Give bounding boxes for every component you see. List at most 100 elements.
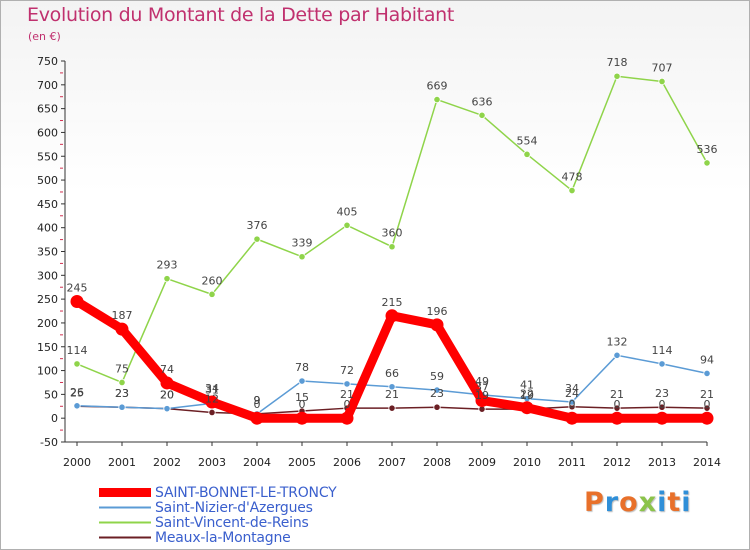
data-point [703, 404, 711, 412]
x-tick-label: 2002 [153, 456, 181, 469]
y-tick-label: 450 [37, 198, 58, 211]
x-tick-label: 2010 [513, 456, 541, 469]
data-point [703, 369, 711, 378]
data-point [208, 408, 216, 417]
data-label: 19 [475, 389, 489, 402]
logo-letter: r [604, 487, 620, 518]
data-label: 405 [337, 205, 358, 218]
data-point [70, 295, 84, 309]
data-label: 114 [652, 344, 673, 357]
data-point [523, 150, 531, 158]
data-label: 74 [160, 363, 174, 376]
y-tick-label: 200 [37, 317, 58, 330]
y-tick-label: 550 [37, 150, 58, 163]
data-point [568, 186, 576, 195]
data-point [520, 401, 534, 415]
legend-item-saint-bonnet: SAINT-BONNET-LE-TRONCY [99, 484, 337, 501]
x-tick-label: 2006 [333, 456, 361, 469]
data-label: 21 [385, 388, 399, 401]
data-label: 360 [382, 227, 403, 240]
data-point [163, 405, 171, 413]
legend-swatch [99, 536, 151, 539]
logo-letter: o [619, 487, 639, 518]
data-label: 23 [430, 387, 444, 400]
data-label: 187 [112, 309, 133, 322]
data-label: 0 [254, 398, 261, 411]
data-label: 536 [697, 143, 718, 156]
data-point [343, 221, 351, 229]
data-point [613, 72, 621, 80]
data-point [388, 404, 396, 412]
data-point [118, 378, 126, 387]
data-label: 94 [700, 353, 714, 366]
data-point [613, 404, 621, 412]
data-point [340, 411, 354, 425]
data-label: 9 [254, 394, 261, 407]
x-tick-label: 2005 [288, 456, 316, 469]
data-label: 72 [340, 364, 354, 377]
data-label: 37 [475, 381, 489, 394]
y-tick-label: 100 [37, 365, 58, 378]
y-tick-label: 50 [44, 388, 58, 401]
data-point [118, 403, 126, 411]
legend-swatch [99, 488, 151, 497]
data-point [295, 411, 309, 425]
logo-letter: i [681, 487, 692, 518]
data-label: 636 [472, 95, 493, 108]
data-label: 22 [520, 388, 534, 401]
data-point [250, 411, 264, 425]
data-label: 0 [614, 398, 621, 411]
data-label: 25 [70, 386, 84, 399]
data-point [388, 243, 396, 251]
y-tick-label: 300 [37, 269, 58, 282]
data-point [565, 411, 579, 425]
data-label: 718 [607, 56, 628, 69]
x-tick-label: 2011 [558, 456, 586, 469]
data-point [160, 376, 174, 390]
logo-letter: P [584, 487, 605, 518]
y-tick-label: 250 [37, 293, 58, 306]
data-label: 12 [205, 392, 219, 405]
data-label: 34 [205, 382, 219, 395]
legend-label: Saint-Nizier-d'Azergues [155, 499, 313, 516]
data-point [433, 95, 441, 104]
data-label: 34 [565, 382, 579, 395]
data-label: 245 [67, 282, 88, 295]
data-label: 339 [292, 237, 313, 250]
y-tick-label: 400 [37, 222, 58, 235]
y-tick-label: 500 [37, 174, 58, 187]
proxiti-logo: Proxiti [584, 487, 692, 518]
data-label: 114 [67, 344, 88, 357]
data-point [433, 403, 441, 411]
data-point [385, 309, 399, 323]
legend: SAINT-BONNET-LE-TRONCY Saint-Nizier-d'Az… [99, 484, 337, 546]
data-label: 669 [427, 80, 448, 93]
data-label: 0 [569, 398, 576, 411]
data-point [610, 411, 624, 425]
x-tick-label: 2013 [648, 456, 676, 469]
data-point [700, 411, 714, 425]
data-point [343, 380, 351, 388]
x-tick-label: 2000 [63, 456, 91, 469]
x-tick-label: 2008 [423, 456, 451, 469]
legend-label: SAINT-BONNET-LE-TRONCY [155, 484, 337, 501]
data-label: 376 [247, 219, 268, 232]
data-label: 49 [475, 375, 489, 388]
data-label: 0 [704, 398, 711, 411]
data-point [658, 403, 666, 411]
y-tick-label: 650 [37, 103, 58, 116]
x-tick-label: 2007 [378, 456, 406, 469]
data-label: 24 [565, 387, 579, 400]
data-label: 478 [562, 171, 583, 184]
data-label: 20 [160, 389, 174, 402]
data-point [73, 360, 81, 368]
data-point [73, 402, 81, 410]
legend-label: Saint-Vincent-de-Reins [155, 514, 309, 531]
data-point [658, 77, 666, 86]
data-point [658, 360, 666, 368]
y-tick-label: 0 [51, 412, 58, 425]
data-label: 41 [520, 379, 534, 392]
y-tick-label: 600 [37, 126, 58, 139]
